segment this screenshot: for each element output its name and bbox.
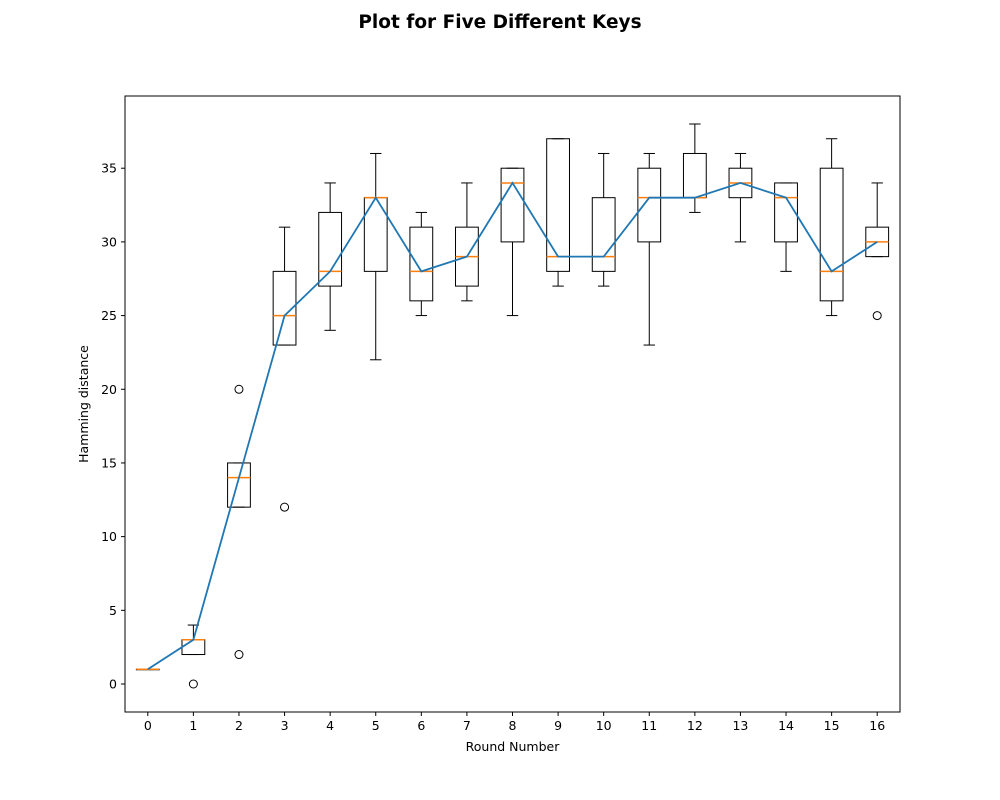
box-5 <box>363 152 388 361</box>
box-6 <box>409 211 434 317</box>
y-tick-label: 5 <box>109 603 117 618</box>
box-9 <box>546 138 570 287</box>
box-body <box>591 197 616 272</box>
box-8 <box>500 167 525 317</box>
x-tick-label: 5 <box>372 718 380 733</box>
x-tick-label: 8 <box>509 718 517 733</box>
box-0 <box>135 668 160 671</box>
box-body <box>774 182 798 243</box>
box-12 <box>682 123 707 213</box>
x-tick-label: 7 <box>463 718 471 733</box>
box-1 <box>181 624 206 689</box>
outlier-point <box>280 502 290 512</box>
box-body <box>637 167 662 243</box>
box-body <box>227 462 251 508</box>
box-2 <box>227 384 251 660</box>
plot-marks <box>135 123 890 689</box>
x-tick-label: 4 <box>326 718 334 733</box>
box-body <box>819 167 844 302</box>
y-tick-label: 0 <box>109 677 117 692</box>
x-tick-label: 2 <box>235 718 243 733</box>
x-tick-label: 9 <box>554 718 562 733</box>
box-body <box>409 226 434 302</box>
y-tick-label: 20 <box>101 382 117 397</box>
box-body <box>181 639 206 656</box>
x-tick-label: 15 <box>824 718 840 733</box>
y-tick-label: 25 <box>101 308 117 323</box>
y-tick-label: 15 <box>101 455 117 470</box>
box-body <box>546 138 570 272</box>
outlier-point <box>234 384 244 394</box>
box-15 <box>819 138 844 317</box>
box-3 <box>272 226 297 512</box>
x-tick-label: 12 <box>687 718 703 733</box>
y-tick-label: 35 <box>101 161 117 176</box>
y-tick-label: 30 <box>101 234 117 249</box>
x-tick-label: 14 <box>778 718 794 733</box>
box-body <box>682 152 707 199</box>
x-tick-label: 3 <box>281 718 289 733</box>
box-14 <box>774 182 798 272</box>
box-body <box>318 211 343 287</box>
box-4 <box>318 182 343 331</box>
chart-title: Plot for Five Different Keys <box>358 12 642 33</box>
plot-frame <box>124 95 901 713</box>
box-7 <box>455 182 479 302</box>
y-axis-label: Hamming distance <box>76 345 91 463</box>
outlier-point <box>234 650 244 660</box>
x-tick-label: 1 <box>189 718 197 733</box>
box-13 <box>728 152 753 243</box>
box-body <box>500 167 525 243</box>
box-10 <box>591 152 616 287</box>
box-body <box>363 197 388 272</box>
x-tick-label: 11 <box>641 718 657 733</box>
x-tick-label: 6 <box>417 718 425 733</box>
x-tick-label: 10 <box>596 718 612 733</box>
outlier-point <box>872 311 882 321</box>
x-tick-label: 13 <box>732 718 748 733</box>
box-16 <box>865 182 890 321</box>
x-tick-label: 0 <box>144 718 152 733</box>
median-trend-line <box>147 181 878 671</box>
box-body <box>272 270 297 346</box>
x-tick-label: 16 <box>869 718 885 733</box>
outlier-point <box>188 679 198 689</box>
x-axis-label: Round Number <box>466 739 561 754</box>
box-11 <box>637 152 662 346</box>
y-tick-label: 10 <box>101 529 117 544</box>
